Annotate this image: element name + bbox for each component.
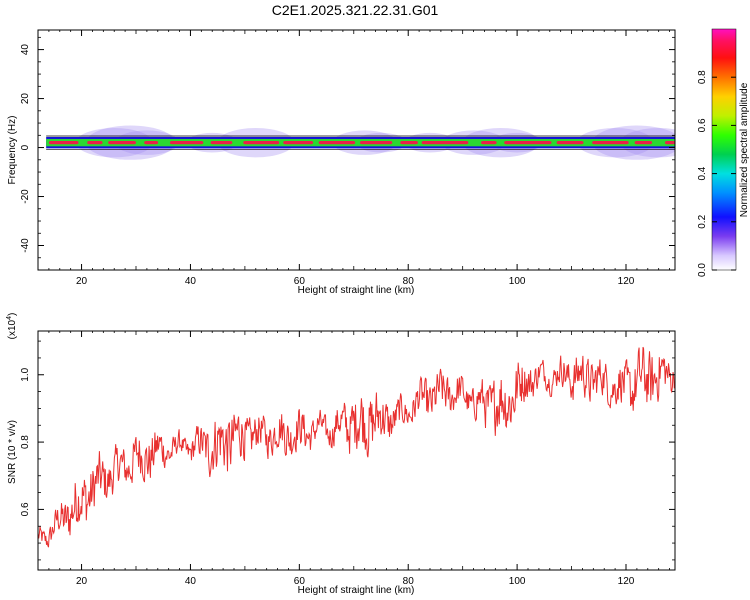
band-core — [400, 141, 418, 145]
spectrogram-x-tick-label: 100 — [509, 276, 526, 287]
band-core — [87, 141, 103, 145]
spectrogram-y-tick-label: 20 — [20, 93, 31, 105]
chart-title: C2E1.2025.321.22.31.G01 — [271, 2, 439, 18]
snr-scale-label: (x104) — [6, 313, 18, 340]
spectrogram-y-tick-label: -20 — [20, 189, 31, 204]
snr-y-axis: 0.6 0.8 1.0 — [20, 340, 675, 561]
snr-x-tick-label: 120 — [618, 576, 635, 587]
spectrogram-frame — [37, 29, 676, 271]
snr-x-tick-label: 80 — [403, 576, 415, 587]
band-core — [169, 141, 204, 145]
band-core — [108, 141, 136, 145]
spectrogram-y-tick-label: 40 — [20, 44, 31, 56]
band-core — [421, 141, 469, 145]
spectrogram-x-tick-label: 40 — [185, 276, 197, 287]
snr-series-line — [38, 346, 675, 548]
spectrogram-x-tick-label: 80 — [403, 276, 415, 287]
spectrogram-x-tick-label: 120 — [618, 276, 635, 287]
spectrogram-x-label: Height of straight line (km) — [298, 285, 415, 296]
colorbar-tick-label: 0.2 — [697, 214, 708, 228]
snr-x-axis: 20 40 60 80 100 120 — [37, 331, 670, 587]
band-core — [48, 141, 79, 145]
snr-x-tick-label: 20 — [76, 576, 88, 587]
snr-x-tick-label: 60 — [294, 576, 306, 587]
band-core — [318, 141, 356, 145]
band-core — [243, 141, 280, 145]
band-core — [144, 141, 159, 145]
colorbar: 0.0 0.2 0.4 0.6 0.8 Normalized spectral ampl… — [697, 28, 750, 277]
spectrogram-y-axis: 40 20 0 -20 -40 — [20, 36, 675, 271]
band-core — [556, 141, 584, 145]
band-core — [634, 141, 653, 145]
spectrogram-x-tick-label: 20 — [76, 276, 88, 287]
snr-y-tick-label: 1.0 — [20, 367, 31, 381]
snr-panel: 20 40 60 80 100 120 0.6 0.8 1.0 Height of strai… — [6, 313, 676, 596]
spectrogram-x-axis: 20 40 60 80 100 120 — [37, 30, 670, 287]
spectrogram-panel: 20 40 60 80 100 120 40 20 0 -20 -40 Height of str… — [7, 29, 676, 296]
spectrogram-y-label: Frequency (Hz) — [7, 116, 18, 185]
snr-x-tick-label: 100 — [509, 576, 526, 587]
colorbar-tick-label: 0.4 — [697, 166, 708, 180]
band-core — [664, 141, 675, 145]
colorbar-tick-label: 0.6 — [697, 118, 708, 132]
frequency-band — [46, 125, 675, 160]
band-core — [210, 141, 233, 145]
colorbar-ticks: 0.0 0.2 0.4 0.6 0.8 — [697, 70, 736, 277]
colorbar-tick-label: 0.0 — [697, 263, 708, 277]
band-core — [359, 141, 393, 145]
band-core — [283, 141, 314, 145]
snr-y-label: SNR (10 * v/v) — [7, 420, 18, 484]
spectrogram-y-tick-label: -40 — [20, 238, 31, 253]
spectrogram-x-tick-label: 60 — [294, 276, 306, 287]
spectrogram-y-tick-label: 0 — [20, 144, 31, 150]
snr-x-label: Height of straight line (km) — [298, 585, 415, 596]
band-core — [504, 141, 552, 145]
band-core — [481, 141, 497, 145]
colorbar-label: Normalized spectral amplitude — [739, 82, 750, 217]
colorbar-gradient — [711, 28, 737, 271]
band-core — [592, 141, 629, 145]
snr-frame — [37, 330, 676, 571]
snr-x-tick-label: 40 — [185, 576, 197, 587]
colorbar-tick-label: 0.8 — [697, 70, 708, 84]
snr-y-tick-label: 0.6 — [20, 502, 31, 516]
snr-y-tick-label: 0.8 — [20, 435, 31, 449]
